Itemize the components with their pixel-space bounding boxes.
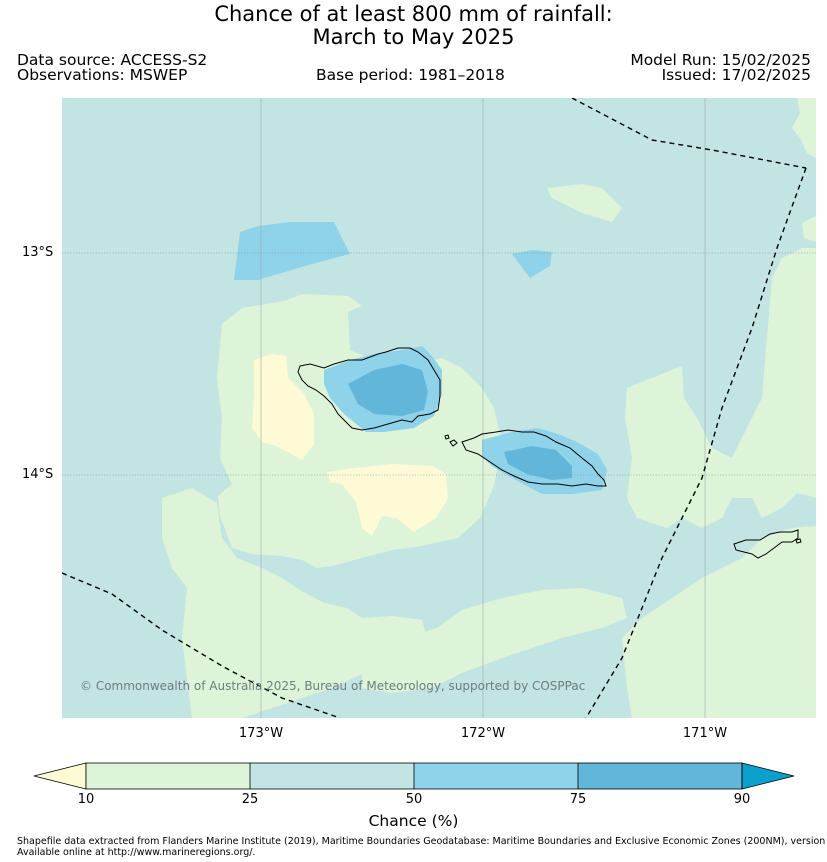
colorbar-tick-25: 25 bbox=[241, 792, 259, 807]
contour-10-25-north-patch bbox=[547, 184, 622, 222]
colorbar-label: Chance (%) bbox=[368, 812, 459, 830]
colorbar-dividers bbox=[249, 763, 579, 789]
colorbar-above-90 bbox=[741, 762, 795, 790]
eez-boundary-southwest bbox=[61, 572, 341, 719]
colorbar-below-10 bbox=[33, 762, 87, 790]
map-title-line2: March to May 2025 bbox=[312, 25, 515, 49]
observations-text: Observations: MSWEP bbox=[17, 66, 188, 84]
model-run-text: Model Run: 15/02/2025 bbox=[630, 51, 811, 69]
lon-label-171w: 171°W bbox=[682, 726, 728, 741]
lat-label-14s: 14°S bbox=[22, 467, 54, 482]
contour-below-10-central bbox=[327, 464, 448, 536]
manono-islet bbox=[449, 439, 458, 447]
colorbar-25-50 bbox=[250, 763, 414, 789]
upolu-coastline bbox=[461, 429, 607, 487]
map-title-line1: Chance of at least 800 mm of rainfall: bbox=[214, 2, 613, 26]
eez-boundary-north bbox=[571, 97, 807, 169]
footer-source-line1: Shapefile data extracted from Flanders M… bbox=[17, 836, 827, 847]
lon-label-173w: 173°W bbox=[238, 726, 284, 741]
lat-label-13s: 13°S bbox=[22, 245, 54, 260]
colorbar bbox=[33, 762, 795, 790]
contour-50-75-northwest bbox=[234, 222, 350, 280]
colorbar-75-90 bbox=[578, 763, 742, 789]
tutuila-coastline bbox=[733, 529, 799, 559]
contour-75-90-savaii bbox=[348, 364, 428, 416]
contour-10-25-southeast bbox=[622, 526, 816, 718]
data-source-text: Data source: ACCESS-S2 bbox=[17, 51, 208, 69]
maritime-boundaries bbox=[61, 97, 807, 719]
colorbar-tick-10: 10 bbox=[77, 792, 95, 807]
contour-10-25-northeast-edge bbox=[792, 98, 816, 158]
colorbar-tick-75: 75 bbox=[569, 792, 587, 807]
colorbar-tick-90: 90 bbox=[733, 792, 751, 807]
contour-10-25-south bbox=[362, 588, 627, 693]
apolima-islet bbox=[444, 434, 450, 440]
rainfall-probability-map: © Commonwealth of Australia 2025, Bureau… bbox=[61, 97, 816, 719]
contour-10-25-southwest bbox=[162, 488, 427, 718]
eez-boundary-east bbox=[585, 167, 807, 719]
map-gridlines bbox=[62, 98, 816, 718]
lon-label-172w: 172°W bbox=[460, 726, 506, 741]
colorbar-10-25 bbox=[86, 763, 250, 789]
contour-10-25-east bbox=[625, 248, 816, 528]
contour-below-10-regions bbox=[252, 354, 448, 536]
aunuu-islet bbox=[795, 538, 802, 544]
colorbar-tick-50: 50 bbox=[405, 792, 423, 807]
colorbar-50-75 bbox=[414, 763, 578, 789]
contour-75-90-regions bbox=[348, 364, 572, 480]
contour-50-75-north bbox=[512, 250, 552, 278]
copyright-notice: © Commonwealth of Australia 2025, Bureau… bbox=[80, 679, 586, 693]
contour-10-25-east-edge bbox=[802, 216, 816, 242]
base-period-text: Base period: 1981–2018 bbox=[316, 66, 505, 84]
savaii-coastline bbox=[297, 347, 441, 431]
contour-below-10-west bbox=[252, 354, 314, 460]
footer-source-line2: Available online at http://www.marinereg… bbox=[17, 847, 256, 858]
contour-75-90-upolu bbox=[504, 446, 572, 480]
map-canvas bbox=[61, 97, 816, 719]
island-coastlines bbox=[297, 347, 802, 559]
issued-text: Issued: 17/02/2025 bbox=[661, 66, 811, 84]
